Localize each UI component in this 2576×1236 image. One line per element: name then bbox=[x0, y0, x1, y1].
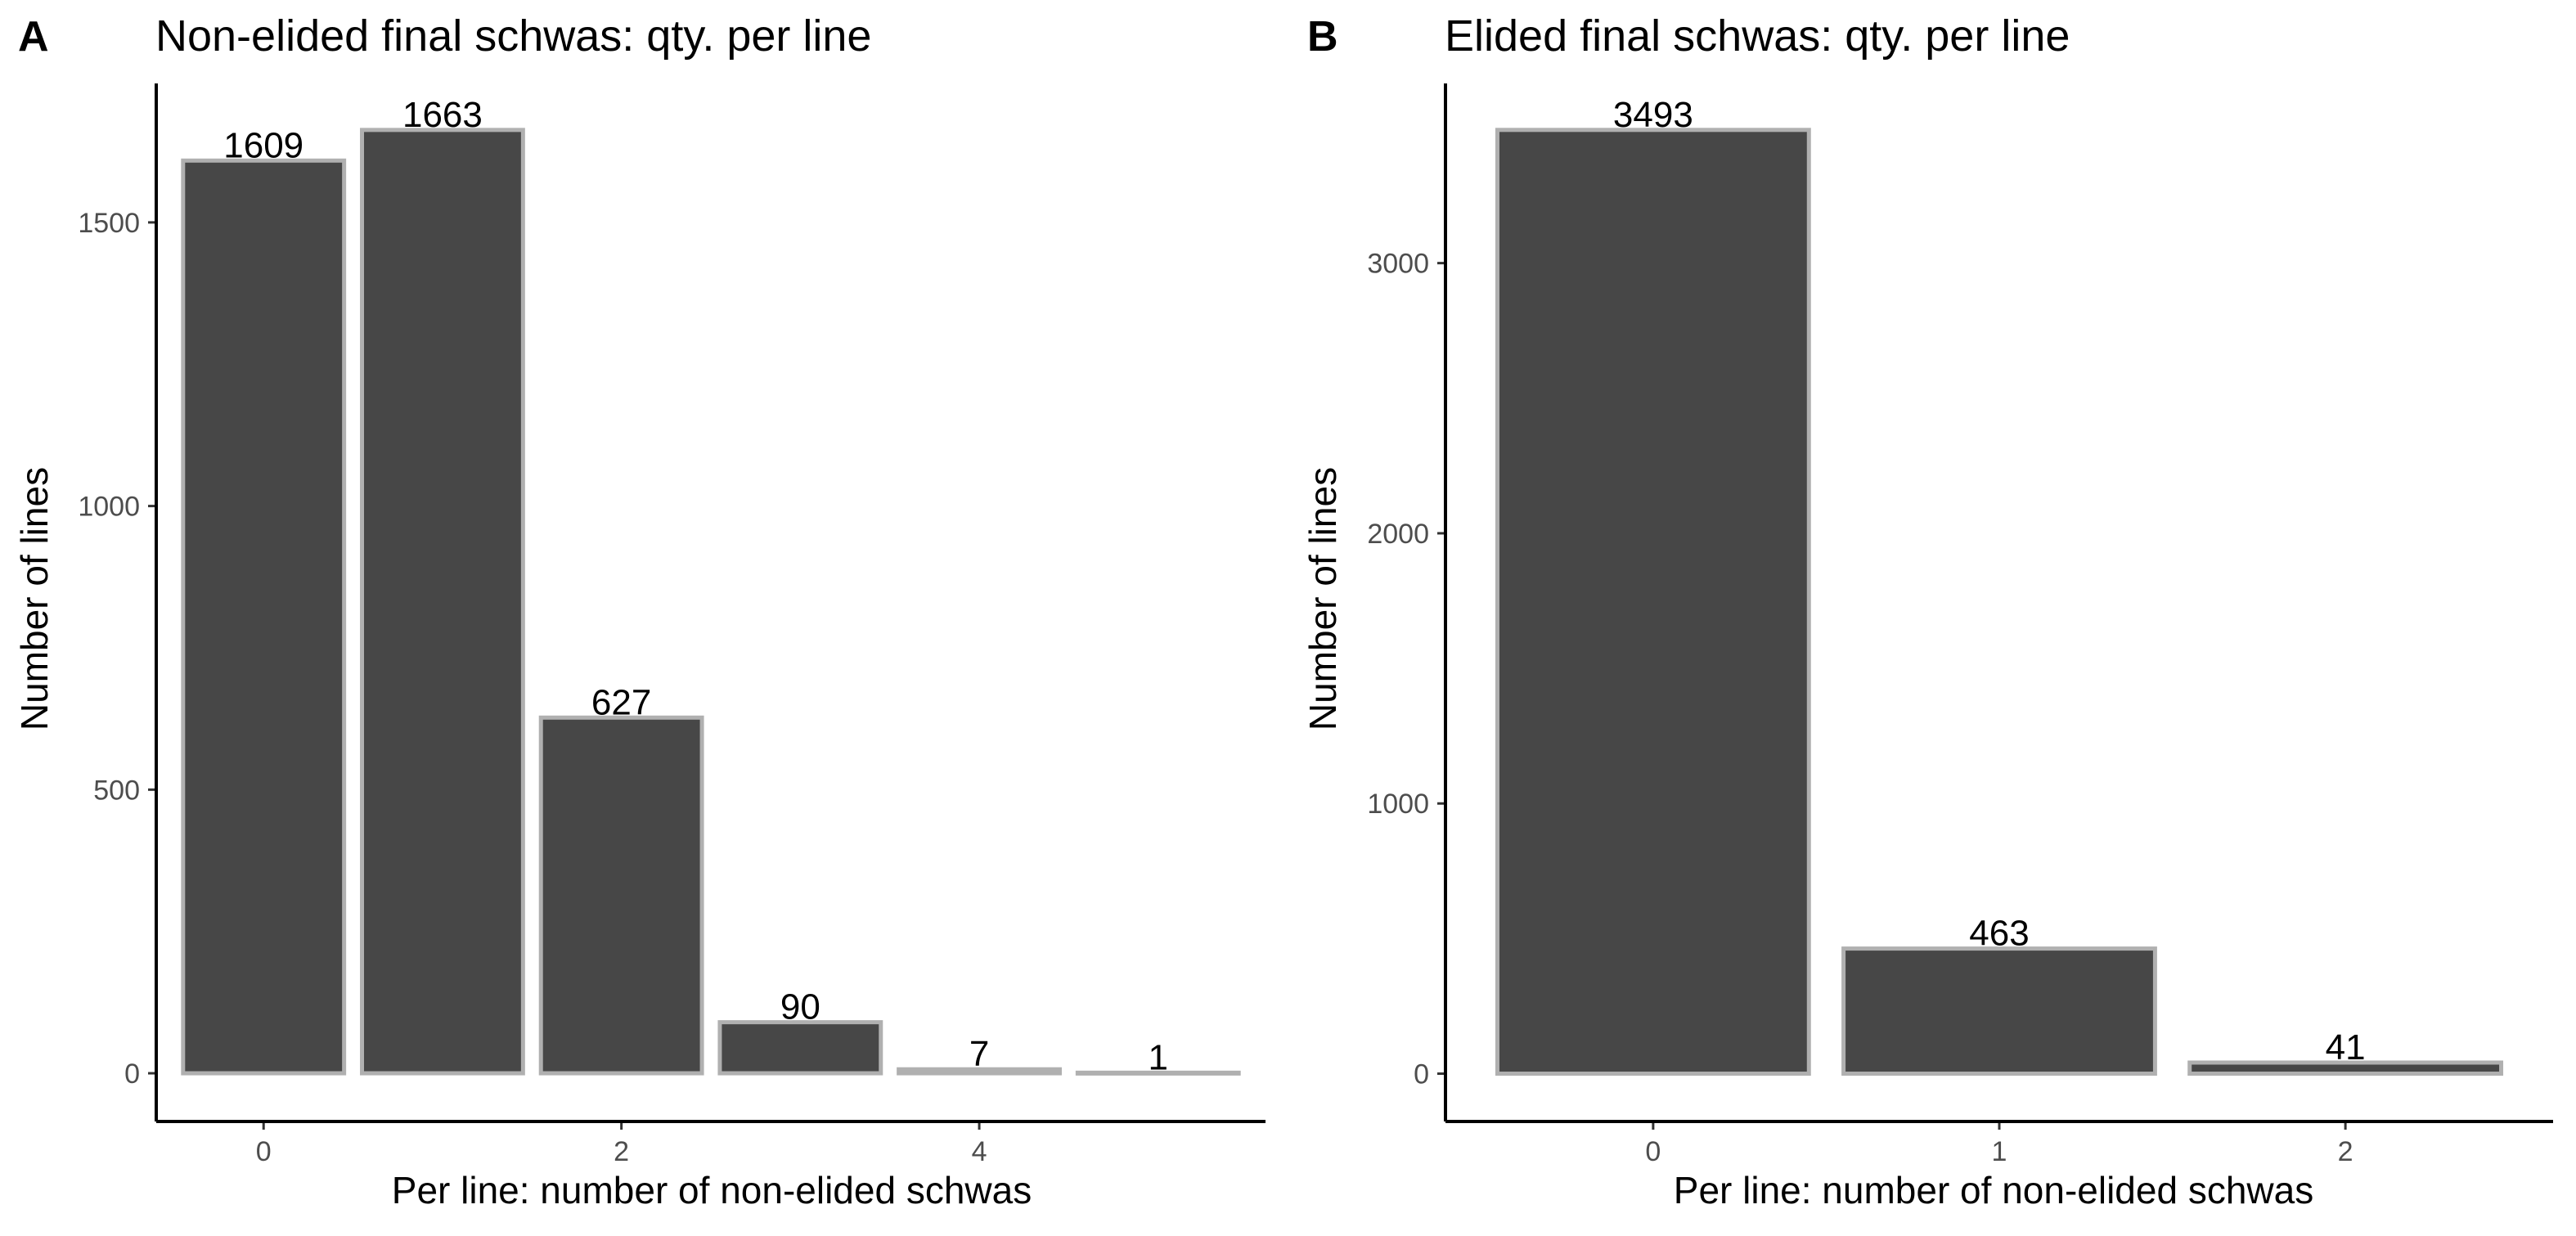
data-label: 1663 bbox=[402, 95, 483, 135]
x-tick-label: 1 bbox=[1992, 1136, 2007, 1167]
panel-a-y-axis-title: Number of lines bbox=[13, 467, 56, 730]
bar bbox=[1075, 1070, 1241, 1076]
y-tick-label: 2000 bbox=[1367, 519, 1429, 550]
x-tick-label: 4 bbox=[972, 1136, 987, 1167]
x-tick-label: 2 bbox=[2338, 1136, 2353, 1167]
panel-b-y-axis-title: Number of lines bbox=[1301, 467, 1344, 730]
bar bbox=[360, 128, 525, 1076]
data-label: 463 bbox=[1969, 914, 2029, 954]
x-tick-label: 2 bbox=[614, 1136, 629, 1167]
bar bbox=[1841, 946, 2157, 1076]
data-label: 7 bbox=[969, 1034, 989, 1074]
panel-a-x-axis-title: Per line: number of non-elided schwas bbox=[392, 1169, 1032, 1211]
panel-a-plot: 1609 1663 627 90 7 1 0 500 1000 1500 0 2 4 bbox=[78, 83, 1266, 1167]
panel-b-tag: B bbox=[1307, 13, 1338, 61]
bar bbox=[1495, 128, 1811, 1076]
y-tick-label: 3000 bbox=[1367, 249, 1429, 280]
panel-a-title: Non-elided final schwas: qty. per line bbox=[155, 11, 871, 61]
y-tick-label: 1000 bbox=[78, 492, 140, 523]
y-tick-label: 1500 bbox=[78, 208, 140, 239]
panel-b: B Elided final schwas: qty. per line 349… bbox=[1301, 11, 2553, 1211]
y-tick-label: 0 bbox=[1414, 1059, 1429, 1090]
x-tick-label: 0 bbox=[1645, 1136, 1661, 1167]
bar bbox=[538, 715, 704, 1076]
data-label: 1609 bbox=[223, 125, 303, 165]
bar bbox=[717, 1020, 883, 1076]
y-tick-label: 1000 bbox=[1367, 789, 1429, 820]
panel-a-tag: A bbox=[18, 13, 49, 61]
panel-b-title: Elided final schwas: qty. per line bbox=[1445, 11, 2070, 61]
y-tick-label: 500 bbox=[93, 775, 140, 806]
y-tick-label: 0 bbox=[124, 1058, 140, 1090]
data-label: 41 bbox=[2326, 1027, 2366, 1067]
x-tick-label: 0 bbox=[256, 1136, 272, 1167]
data-label: 1 bbox=[1149, 1037, 1168, 1077]
panel-b-x-axis-title: Per line: number of non-elided schwas bbox=[1674, 1169, 2313, 1211]
panel-a: A Non-elided final schwas: qty. per line… bbox=[13, 11, 1266, 1211]
bar bbox=[181, 158, 347, 1076]
bar bbox=[897, 1067, 1062, 1076]
panel-b-plot: 3493 463 41 0 1000 2000 3000 0 1 2 bbox=[1367, 83, 2553, 1167]
data-label: 90 bbox=[780, 987, 820, 1027]
bar bbox=[2187, 1060, 2504, 1076]
data-label: 627 bbox=[591, 682, 651, 722]
data-label: 3493 bbox=[1613, 95, 1693, 135]
